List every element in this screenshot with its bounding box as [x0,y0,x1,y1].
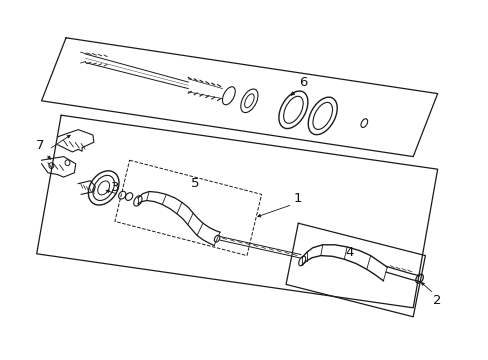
Text: 6: 6 [298,76,307,89]
Text: 2: 2 [432,294,441,307]
Text: 4: 4 [345,246,353,258]
Text: 7: 7 [36,139,44,152]
Text: 1: 1 [293,192,302,204]
Text: 3: 3 [110,181,119,194]
Text: 5: 5 [191,177,200,190]
